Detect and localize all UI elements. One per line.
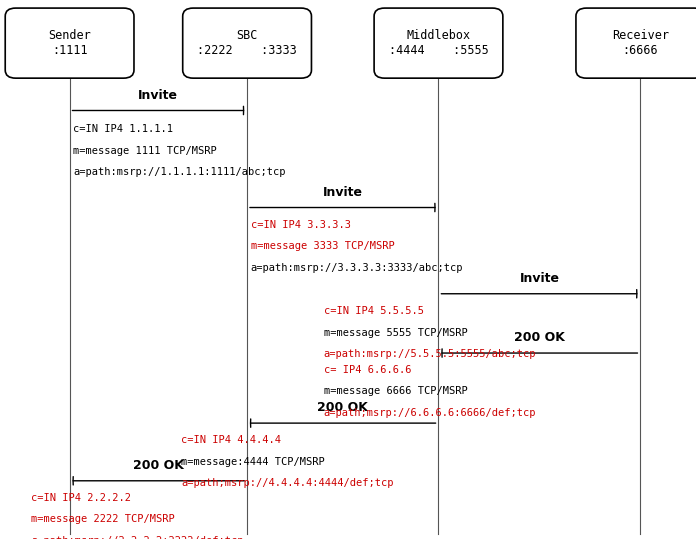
Text: Middlebox
:4444    :5555: Middlebox :4444 :5555: [388, 29, 489, 57]
FancyBboxPatch shape: [182, 8, 311, 78]
Text: a=path:msrp://1.1.1.1:1111/abc;tcp: a=path:msrp://1.1.1.1:1111/abc;tcp: [73, 167, 285, 177]
Text: c=IN IP4 1.1.1.1: c=IN IP4 1.1.1.1: [73, 124, 173, 134]
Text: a=path:msrp://2.2.2.2:2222/def;tcp: a=path:msrp://2.2.2.2:2222/def;tcp: [31, 536, 244, 539]
Text: a=path;msrp://4.4.4.4:4444/def;tcp: a=path;msrp://4.4.4.4:4444/def;tcp: [181, 478, 393, 488]
FancyBboxPatch shape: [6, 8, 134, 78]
Text: c=IN IP4 3.3.3.3: c=IN IP4 3.3.3.3: [251, 220, 351, 230]
Text: Receiver
:6666: Receiver :6666: [612, 29, 669, 57]
Text: Sender
:1111: Sender :1111: [48, 29, 91, 57]
Text: 200 OK: 200 OK: [514, 331, 565, 344]
Text: m=message 1111 TCP/MSRP: m=message 1111 TCP/MSRP: [73, 146, 217, 156]
Text: Invite: Invite: [139, 89, 178, 102]
Text: m=message 6666 TCP/MSRP: m=message 6666 TCP/MSRP: [324, 386, 468, 397]
Text: Invite: Invite: [323, 186, 363, 199]
Text: c=IN IP4 5.5.5.5: c=IN IP4 5.5.5.5: [324, 306, 424, 316]
Text: a=path:msrp://3.3.3.3:3333/abc;tcp: a=path:msrp://3.3.3.3:3333/abc;tcp: [251, 263, 463, 273]
Text: c= IP4 6.6.6.6: c= IP4 6.6.6.6: [324, 365, 411, 375]
Text: m=message:4444 TCP/MSRP: m=message:4444 TCP/MSRP: [181, 457, 325, 467]
Text: Invite: Invite: [519, 272, 560, 285]
FancyBboxPatch shape: [374, 8, 503, 78]
Text: 200 OK: 200 OK: [133, 459, 184, 472]
Text: c=IN IP4 2.2.2.2: c=IN IP4 2.2.2.2: [31, 493, 132, 503]
Text: SBC
:2222    :3333: SBC :2222 :3333: [197, 29, 297, 57]
FancyBboxPatch shape: [576, 8, 696, 78]
Text: m=message 5555 TCP/MSRP: m=message 5555 TCP/MSRP: [324, 328, 468, 338]
Text: c=IN IP4 4.4.4.4: c=IN IP4 4.4.4.4: [181, 435, 281, 445]
Text: a=path:msrp://5.5.5.5:5555/abc;tcp: a=path:msrp://5.5.5.5:5555/abc;tcp: [324, 349, 536, 360]
Text: m=message 3333 TCP/MSRP: m=message 3333 TCP/MSRP: [251, 241, 395, 252]
Text: m=message 2222 TCP/MSRP: m=message 2222 TCP/MSRP: [31, 514, 175, 524]
Text: a=path;msrp://6.6.6.6:6666/def;tcp: a=path;msrp://6.6.6.6:6666/def;tcp: [324, 408, 536, 418]
Text: 200 OK: 200 OK: [317, 402, 368, 414]
